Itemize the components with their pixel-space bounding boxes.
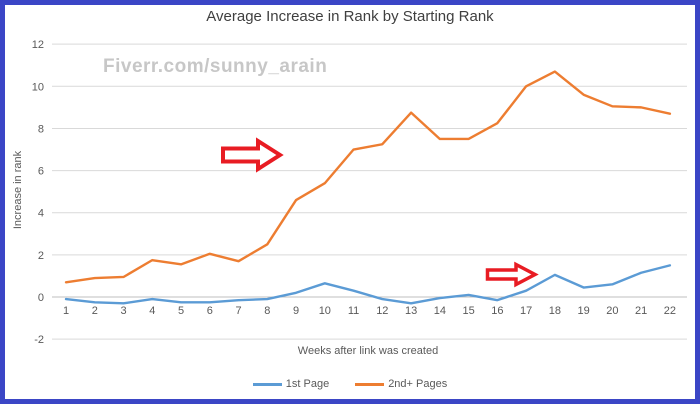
x-tick-label: 21 [635,305,647,317]
x-tick-label: 14 [434,305,446,317]
x-tick-label: 11 [348,305,359,317]
x-tick-label: 9 [293,305,299,317]
x-tick-label: 20 [606,305,618,317]
y-tick-label: -2 [34,334,44,346]
red-arrow-icon-1 [221,137,284,173]
legend-label-2nd-pages: 2nd+ Pages [388,378,448,390]
legend-line-swatch-2nd-pages [355,382,385,386]
x-tick-label: 19 [578,305,590,317]
legend-item-2nd-pages: 2nd+ Pages [355,378,447,390]
x-tick-label: 13 [405,305,417,317]
series-line-1st-page [64,264,672,305]
chart-title: Average Increase in Rank by Starting Ran… [206,8,494,25]
x-tick-label: 18 [549,305,561,317]
legend: 1st Page 2nd+ Pages [0,378,700,390]
x-axis-title: Weeks after link was created [297,345,439,357]
x-tick-label: 2 [92,305,98,317]
series-line-2nd-pages [64,70,672,284]
red-arrow-icon-2 [485,261,539,288]
y-tick-label: 8 [38,123,44,135]
x-tick-label: 4 [149,305,155,317]
x-tick-label: 7 [235,305,241,317]
red-arrow-shape-1 [221,137,284,173]
y-tick-label: 0 [38,292,44,304]
x-tick-label: 8 [264,305,270,317]
x-tick-label: 1 [63,305,69,317]
y-tick-label: 12 [32,39,44,51]
x-tick-label: 3 [120,305,126,317]
red-arrow-shape-2 [485,261,539,288]
x-tick-label: 17 [520,305,532,317]
x-tick-label: 12 [376,305,388,317]
x-tick-label: 6 [207,305,213,317]
y-tick-label: 4 [38,208,44,220]
x-tick-label: 5 [178,305,184,317]
legend-item-1st-page: 1st Page [252,378,330,390]
y-tick-label: 2 [38,250,44,262]
x-tick-label: 15 [462,305,474,317]
y-tick-label: 6 [38,166,44,178]
legend-line-swatch-1st-page [252,382,282,386]
legend-label-1st-page: 1st Page [285,378,330,390]
x-tick-label: 10 [319,305,331,317]
watermark: Fiverr.com/sunny_arain [103,56,328,77]
y-tick-label: 10 [32,81,44,93]
x-tick-label: 22 [664,305,676,317]
x-tick-label: 16 [491,305,503,317]
